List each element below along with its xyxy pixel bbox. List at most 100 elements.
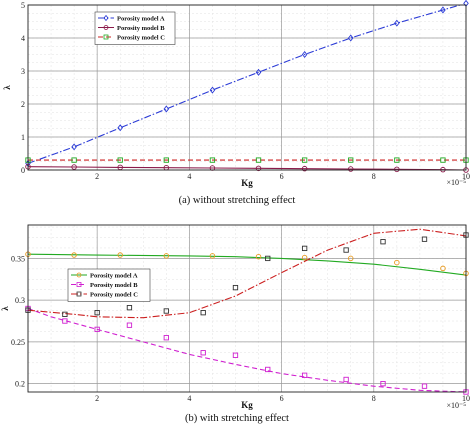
legend-label-1: Porosity model A — [117, 15, 165, 22]
series-line-1 — [28, 5, 463, 164]
y-tick-label: 3 — [21, 67, 25, 76]
data-point-square — [421, 236, 428, 242]
x-tick-label: 8 — [372, 172, 376, 181]
series-line-3 — [28, 228, 466, 319]
data-point-circle — [71, 252, 77, 258]
figure-caption: (a) without stretching effect — [179, 195, 296, 206]
legend-marker-2 — [103, 25, 109, 30]
legend-marker-3 — [103, 34, 109, 40]
y-tick-label: 0.35 — [11, 254, 25, 263]
plot-frame — [27, 224, 467, 393]
data-point-square — [117, 157, 123, 163]
plot-frame — [27, 4, 467, 171]
x-tick-label: 10 — [462, 394, 470, 403]
data-point-circle — [163, 253, 170, 259]
data-point-square — [232, 284, 239, 291]
legend-label-3: Porosity model C — [90, 291, 138, 298]
x-tick-label: 6 — [280, 172, 284, 181]
chart-panel-a: 2 4 6 8 10 0 1 2 3 4 5 Porosity model A Porosity mod… — [2, 0, 470, 206]
data-point-diamond — [71, 143, 77, 151]
data-point-circle — [117, 252, 123, 258]
data-point-diamond — [117, 124, 123, 132]
legend-label-2: Porosity model B — [90, 282, 138, 289]
data-point-diamond — [347, 34, 354, 42]
x-tick-label: 10 — [462, 172, 470, 181]
data-point-square — [163, 308, 169, 314]
data-point-square — [209, 157, 216, 163]
x-tick-label: 4 — [187, 394, 191, 403]
series-line-2 — [28, 166, 466, 170]
y-axis-label: λ — [2, 85, 12, 90]
data-point-circle — [347, 166, 354, 172]
y-tick-label: 2 — [21, 100, 25, 109]
x-tick-label: 6 — [280, 394, 284, 403]
data-point-square — [380, 239, 386, 245]
chart-panel-b: 2 4 6 8 10 0.2 0.25 0.3 0.35 Porosity model A Poro… — [0, 224, 470, 424]
legend-label-1: Porosity model A — [90, 272, 138, 279]
x-tick-label: 8 — [372, 394, 376, 403]
data-point-square — [348, 157, 354, 163]
data-point-square — [62, 311, 68, 317]
data-point-square — [421, 383, 428, 389]
x-axis-multiplier: ×10⁻⁵ — [446, 401, 466, 410]
data-point-circle — [347, 255, 354, 262]
y-tick-label: 0.2 — [15, 380, 25, 389]
data-point-square — [163, 157, 169, 163]
y-tick-label: 0.3 — [15, 296, 25, 305]
data-point-circle — [394, 166, 400, 173]
data-point-square — [232, 352, 239, 358]
figure-caption: (b) with stretching effect — [185, 413, 289, 424]
data-point-square — [200, 310, 206, 316]
data-point-circle — [71, 164, 77, 170]
y-axis-label: λ — [0, 306, 10, 311]
legend-marker-2 — [76, 282, 82, 287]
data-point-square — [301, 372, 308, 378]
y-tick-label: 0 — [21, 166, 25, 175]
data-point-square — [265, 255, 271, 262]
data-point-circle — [255, 165, 262, 172]
data-point-square — [301, 245, 308, 252]
data-point-square — [163, 335, 169, 341]
plot-area — [28, 225, 466, 392]
data-point-diamond — [163, 105, 170, 113]
data-point-circle — [255, 253, 262, 260]
data-point-square — [255, 157, 262, 163]
data-point-square — [265, 366, 271, 373]
legend-marker-1 — [103, 14, 109, 22]
legend-marker-3 — [76, 291, 82, 297]
data-point-square — [440, 157, 446, 163]
data-point-square — [343, 247, 349, 253]
y-tick-label: 1 — [21, 133, 25, 142]
y-tick-label: 5 — [21, 1, 25, 10]
y-tick-label: 0.25 — [11, 338, 25, 347]
data-point-square — [394, 157, 400, 163]
data-point-square — [380, 381, 386, 387]
x-axis-label: Kg — [241, 178, 253, 188]
series-line-1 — [28, 253, 466, 276]
data-point-square — [71, 157, 77, 163]
data-point-square — [343, 376, 349, 383]
y-tick-label: 4 — [21, 34, 25, 43]
x-tick-label: 2 — [95, 394, 99, 403]
data-point-square — [301, 157, 308, 163]
data-point-circle — [301, 254, 308, 261]
data-point-square — [200, 350, 206, 356]
legend-marker-1 — [76, 272, 82, 278]
data-point-diamond — [255, 68, 262, 76]
data-point-circle — [209, 253, 216, 259]
data-point-circle — [394, 259, 400, 266]
data-point-square — [94, 326, 100, 333]
legend-label-3: Porosity model C — [117, 34, 165, 41]
data-point-diamond — [209, 86, 216, 94]
legend-label-2: Porosity model B — [117, 25, 165, 32]
data-point-square — [94, 310, 100, 316]
series-line-2 — [28, 307, 466, 392]
data-point-diamond — [440, 6, 446, 14]
x-axis-multiplier: ×10⁻⁵ — [446, 178, 466, 187]
x-tick-label: 4 — [187, 172, 191, 181]
x-axis-label: Kg — [241, 400, 253, 410]
legend-box — [67, 268, 151, 302]
data-point-diamond — [394, 19, 400, 27]
data-point-circle — [301, 165, 308, 172]
